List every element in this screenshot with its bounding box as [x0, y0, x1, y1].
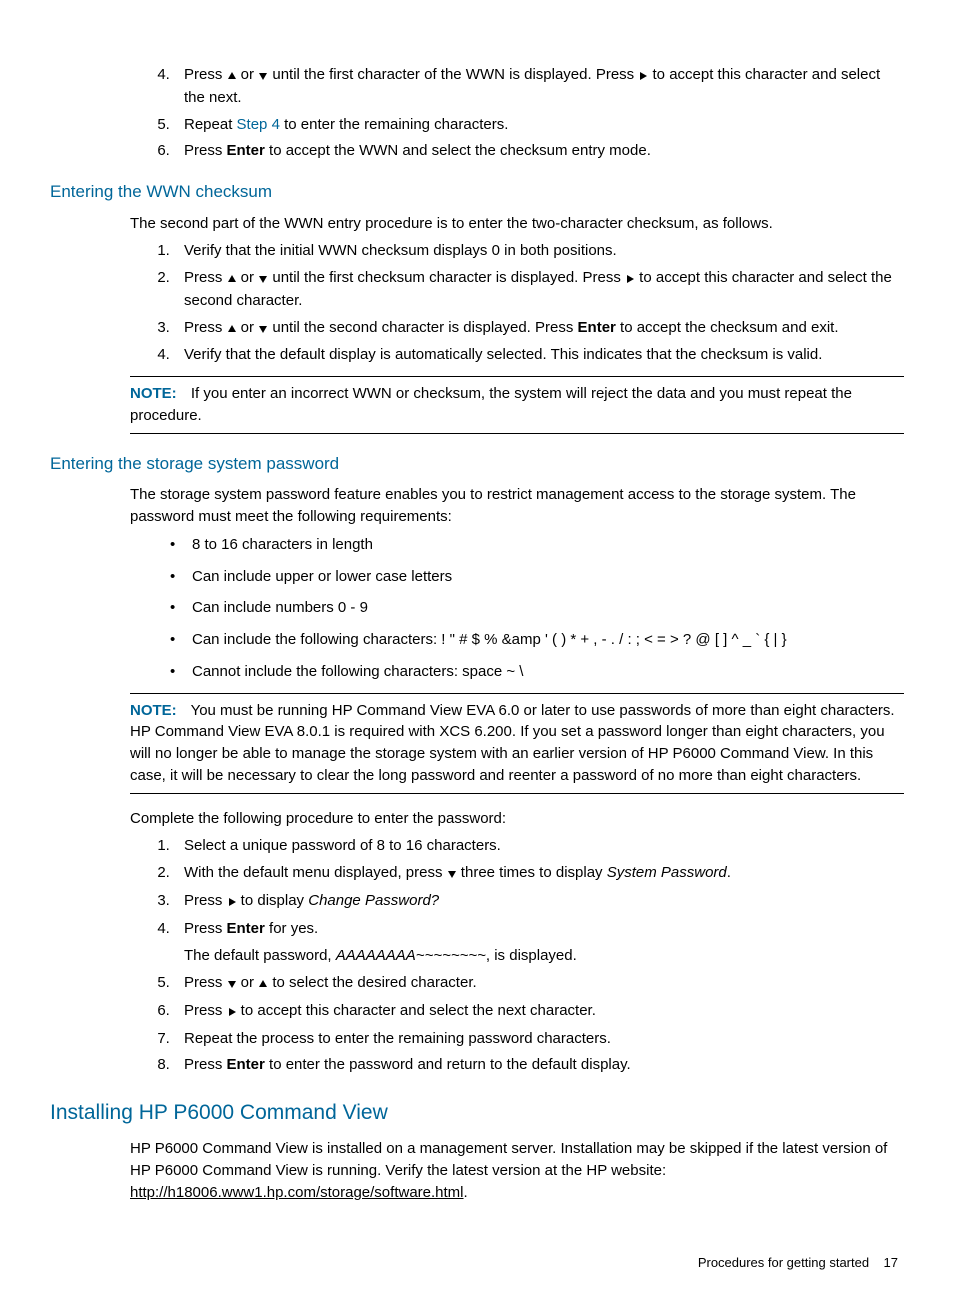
list-item: Can include numbers 0 - 9 — [174, 597, 904, 619]
wwn-checksum-heading: Entering the WWN checksum — [50, 180, 904, 205]
triangle-down-icon — [258, 65, 268, 87]
wwn-intro: The second part of the WWN entry procedu… — [130, 213, 904, 235]
list-item: Press Enter for yes.The default password… — [174, 918, 904, 968]
list-item: Cannot include the following characters:… — [174, 661, 904, 683]
triangle-right-icon — [227, 891, 237, 913]
step-subtext: The default password, AAAAAAAA~~~~~~~~, … — [184, 945, 904, 967]
list-item: With the default menu displayed, press t… — [174, 862, 904, 885]
page-footer: Procedures for getting started 17 — [50, 1254, 904, 1273]
triangle-up-icon — [258, 973, 268, 995]
list-item: Press Enter to enter the password and re… — [174, 1054, 904, 1076]
list-item: 8 to 16 characters in length — [174, 534, 904, 556]
list-item: Press or until the first checksum charac… — [174, 267, 904, 312]
list-item: Press or until the second character is d… — [174, 317, 904, 340]
list-item: Select a unique password of 8 to 16 char… — [174, 835, 904, 857]
step-link[interactable]: Step 4 — [237, 116, 280, 133]
top-steps-list: Press or until the first character of th… — [130, 64, 904, 162]
list-item: Press Enter to accept the WWN and select… — [174, 140, 904, 162]
list-item: Press or to select the desired character… — [174, 972, 904, 995]
list-item: Press or until the first character of th… — [174, 64, 904, 109]
install-heading: Installing HP P6000 Command View — [50, 1098, 904, 1128]
triangle-up-icon — [227, 65, 237, 87]
list-item: Repeat Step 4 to enter the remaining cha… — [174, 114, 904, 136]
list-item: Verify that the default display is autom… — [174, 344, 904, 366]
triangle-right-icon — [625, 268, 635, 290]
install-url-link[interactable]: http://h18006.www1.hp.com/storage/softwa… — [130, 1184, 464, 1201]
pwd-steps-list: Select a unique password of 8 to 16 char… — [130, 835, 904, 1076]
triangle-down-icon — [227, 973, 237, 995]
pwd-note: NOTE: You must be running HP Command Vie… — [130, 693, 904, 794]
install-text-after: . — [464, 1184, 468, 1201]
note-label: NOTE: — [130, 702, 177, 719]
footer-page-number: 17 — [884, 1255, 898, 1270]
triangle-down-icon — [447, 863, 457, 885]
triangle-up-icon — [227, 268, 237, 290]
list-item: Press to display Change Password? — [174, 890, 904, 913]
triangle-right-icon — [638, 65, 648, 87]
install-text-before: HP P6000 Command View is installed on a … — [130, 1140, 887, 1179]
note-label: NOTE: — [130, 385, 177, 402]
list-item: Press to accept this character and selec… — [174, 1000, 904, 1023]
list-item: Can include upper or lower case letters — [174, 566, 904, 588]
triangle-up-icon — [227, 318, 237, 340]
password-heading: Entering the storage system password — [50, 452, 904, 477]
pwd-bullets: 8 to 16 characters in length Can include … — [130, 534, 904, 683]
triangle-right-icon — [227, 1001, 237, 1023]
list-item: Verify that the initial WWN checksum dis… — [174, 240, 904, 262]
wwn-note-text: If you enter an incorrect WWN or checksu… — [130, 385, 852, 424]
list-item: Can include the following characters: ! … — [174, 629, 904, 651]
pwd-proc-intro: Complete the following procedure to ente… — [130, 808, 904, 830]
list-item: Repeat the process to enter the remainin… — [174, 1028, 904, 1050]
footer-text: Procedures for getting started — [698, 1255, 869, 1270]
triangle-down-icon — [258, 268, 268, 290]
pwd-intro: The storage system password feature enab… — [130, 484, 904, 528]
triangle-down-icon — [258, 318, 268, 340]
install-paragraph: HP P6000 Command View is installed on a … — [130, 1138, 904, 1203]
wwn-steps-list: Verify that the initial WWN checksum dis… — [130, 240, 904, 366]
wwn-note: NOTE: If you enter an incorrect WWN or c… — [130, 376, 904, 434]
pwd-note-text: You must be running HP Command View EVA … — [130, 702, 895, 784]
